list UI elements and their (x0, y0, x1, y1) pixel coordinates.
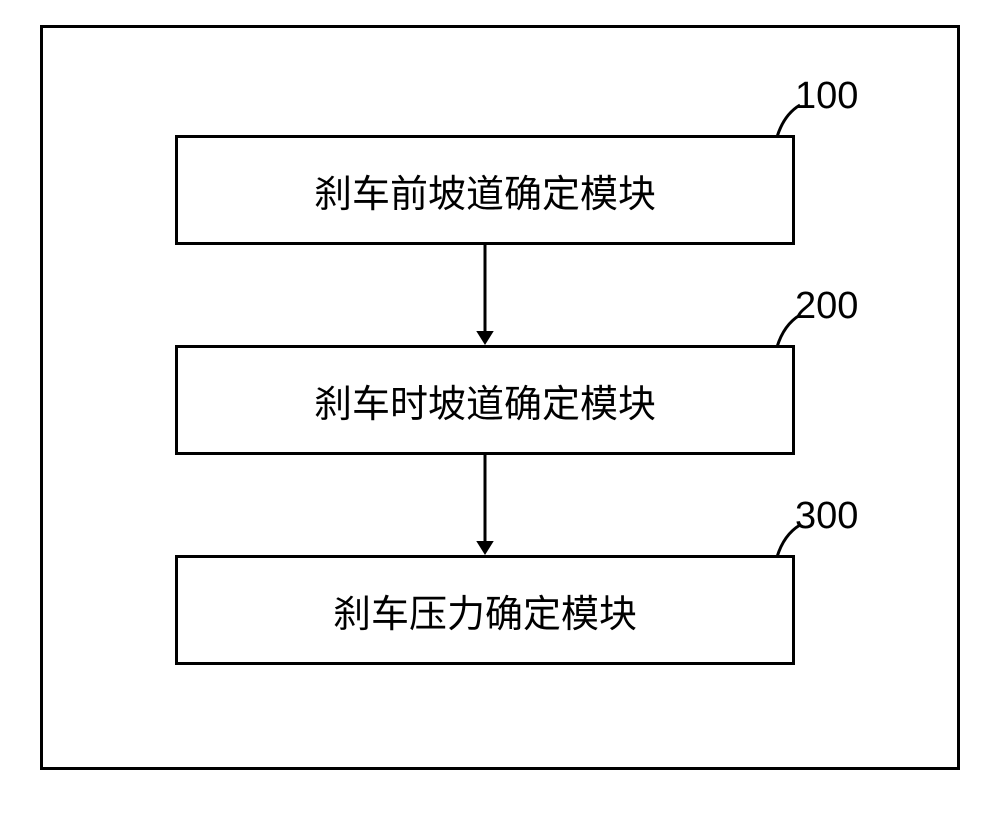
ref-label-200: 200 (795, 285, 858, 328)
ref-label-100: 100 (795, 75, 858, 118)
block-pre-brake-slope-module: 刹车前坡道确定模块 (175, 135, 795, 245)
arrow-1-to-2 (469, 245, 501, 345)
ref-label-300: 300 (795, 495, 858, 538)
block-label: 刹车时坡道确定模块 (314, 373, 656, 428)
block-label: 刹车压力确定模块 (333, 583, 637, 638)
flowchart-container: 刹车前坡道确定模块 100 刹车时坡道确定模块 200 刹车压力确定模块 300 (0, 0, 1000, 827)
block-label: 刹车前坡道确定模块 (314, 163, 656, 218)
block-during-brake-slope-module: 刹车时坡道确定模块 (175, 345, 795, 455)
block-brake-pressure-module: 刹车压力确定模块 (175, 555, 795, 665)
arrow-2-to-3 (469, 455, 501, 555)
